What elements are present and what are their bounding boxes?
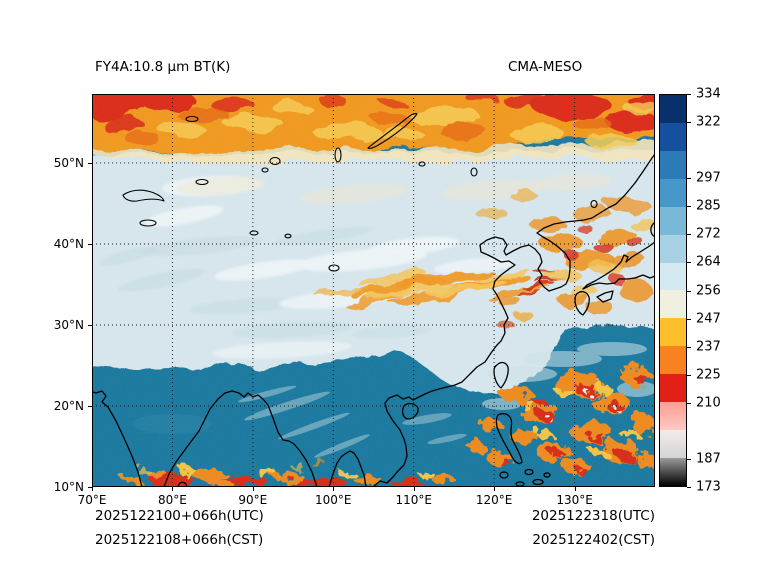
- y-tick-mark: [88, 324, 92, 326]
- colorbar-tick-area: 334 322 297 285 272 264 256 247 237 225 210 187 173: [687, 87, 751, 495]
- bt-field: [92, 94, 655, 487]
- colorbar-segment: [660, 150, 686, 179]
- x-tick-label: 130°E: [556, 493, 593, 507]
- colorbar-tick-mark: [687, 94, 691, 95]
- coastlines: [92, 153, 655, 487]
- colorbar-tick-label: 225: [696, 367, 721, 383]
- x-tick-mark: [574, 487, 576, 491]
- colorbar-tick-label: 247: [696, 311, 721, 327]
- x-tick-mark: [333, 487, 335, 491]
- valid-time-labels: 2025122318(UTC) 2025122402(CST): [532, 504, 655, 552]
- plot-frame: [92, 94, 655, 487]
- init-time-labels: 2025122100+066h(UTC) 2025122108+066h(CST…: [95, 504, 264, 552]
- colorbar-tick-mark: [687, 487, 691, 488]
- colorbar-segment: [660, 430, 686, 458]
- bt-map: [92, 94, 655, 487]
- x-tick-label: 100°E: [315, 493, 352, 507]
- colorbar-segment: [660, 262, 686, 291]
- x-axis: 70°E 80°E 90°E 100°E 110°E 120°E 130°E: [78, 487, 655, 513]
- x-tick-label: 70°E: [77, 493, 107, 507]
- y-tick-label: 10°N: [53, 480, 84, 494]
- colorbar-tick-mark: [687, 458, 691, 460]
- init-time-cst: 2025122108+066h(CST): [95, 532, 264, 548]
- colorbar-segment: [660, 402, 686, 431]
- colorbar-segments: [660, 95, 686, 486]
- colorbar-tick-mark: [687, 234, 691, 236]
- y-tick-mark: [88, 487, 92, 488]
- colorbar-tick-mark: [687, 402, 691, 404]
- y-axis: 50°N 40°N 30°N 20°N 10°N: [0, 94, 92, 494]
- init-time-utc: 2025122100+066h(UTC): [95, 508, 264, 524]
- figure-title: FY4A:10.8 μm BT(K): [95, 59, 231, 75]
- y-tick-mark: [88, 243, 92, 245]
- model-name-label: CMA-MESO: [508, 59, 583, 75]
- colorbar-segment: [660, 374, 686, 403]
- colorbar-segment: [660, 206, 686, 235]
- y-tick-label: 40°N: [53, 236, 84, 251]
- x-tick-label: 110°E: [395, 493, 432, 507]
- y-tick-label: 20°N: [53, 398, 84, 413]
- colorbar-tick-mark: [687, 262, 691, 264]
- colorbar-segment: [660, 234, 686, 263]
- colorbar-segment: [660, 346, 686, 375]
- x-tick-label: 80°E: [157, 493, 187, 507]
- x-tick-mark: [92, 487, 93, 491]
- y-tick-mark: [88, 405, 92, 407]
- grid-lines: [92, 94, 655, 487]
- colorbar-tick-label: 210: [696, 395, 721, 411]
- colorbar-tick-label: 272: [696, 226, 721, 242]
- colorbar-tick-mark: [687, 206, 691, 208]
- colorbar-segment: [660, 178, 686, 207]
- y-tick-label: 30°N: [53, 317, 84, 332]
- colorbar-tick-label: 297: [696, 170, 721, 186]
- colorbar-tick-label: 264: [696, 254, 721, 270]
- colorbar-tick-mark: [687, 346, 691, 348]
- colorbar-tick-mark: [687, 290, 691, 292]
- valid-time-cst: 2025122402(CST): [532, 532, 655, 548]
- colorbar-tick-mark: [687, 122, 691, 124]
- colorbar-tick-mark: [687, 178, 691, 180]
- x-tick-label: 120°E: [475, 493, 513, 507]
- colorbar: [659, 94, 687, 487]
- colorbar-tick-label: 322: [696, 114, 721, 130]
- y-tick-label: 50°N: [53, 155, 84, 170]
- colorbar-tick-label: 173: [696, 479, 721, 495]
- x-tick-label: 90°E: [238, 493, 268, 507]
- colorbar-tick-label: 237: [696, 339, 721, 355]
- colorbar-segment: [660, 122, 686, 151]
- colorbar-tick-mark: [687, 318, 691, 320]
- colorbar-segment: [660, 318, 686, 347]
- colorbar-tick-label: 187: [696, 451, 721, 467]
- valid-time-utc: 2025122318(UTC): [531, 508, 655, 524]
- colorbar-tick-label: 256: [696, 283, 721, 298]
- colorbar-segment: [660, 95, 686, 123]
- colorbar-tick-mark: [687, 374, 691, 376]
- y-tick-mark: [88, 162, 92, 164]
- colorbar-segment: [660, 457, 686, 486]
- x-tick-mark: [413, 487, 415, 491]
- noise-texture: [92, 94, 655, 487]
- colorbar-segment: [660, 290, 686, 319]
- colorbar-tick-label: 334: [696, 86, 721, 102]
- x-tick-mark: [252, 487, 254, 491]
- lakes: [122, 113, 598, 272]
- x-tick-mark: [172, 487, 174, 491]
- map-plot-area: [92, 94, 655, 487]
- colorbar-tick-label: 285: [696, 198, 721, 214]
- x-tick-mark: [494, 487, 496, 491]
